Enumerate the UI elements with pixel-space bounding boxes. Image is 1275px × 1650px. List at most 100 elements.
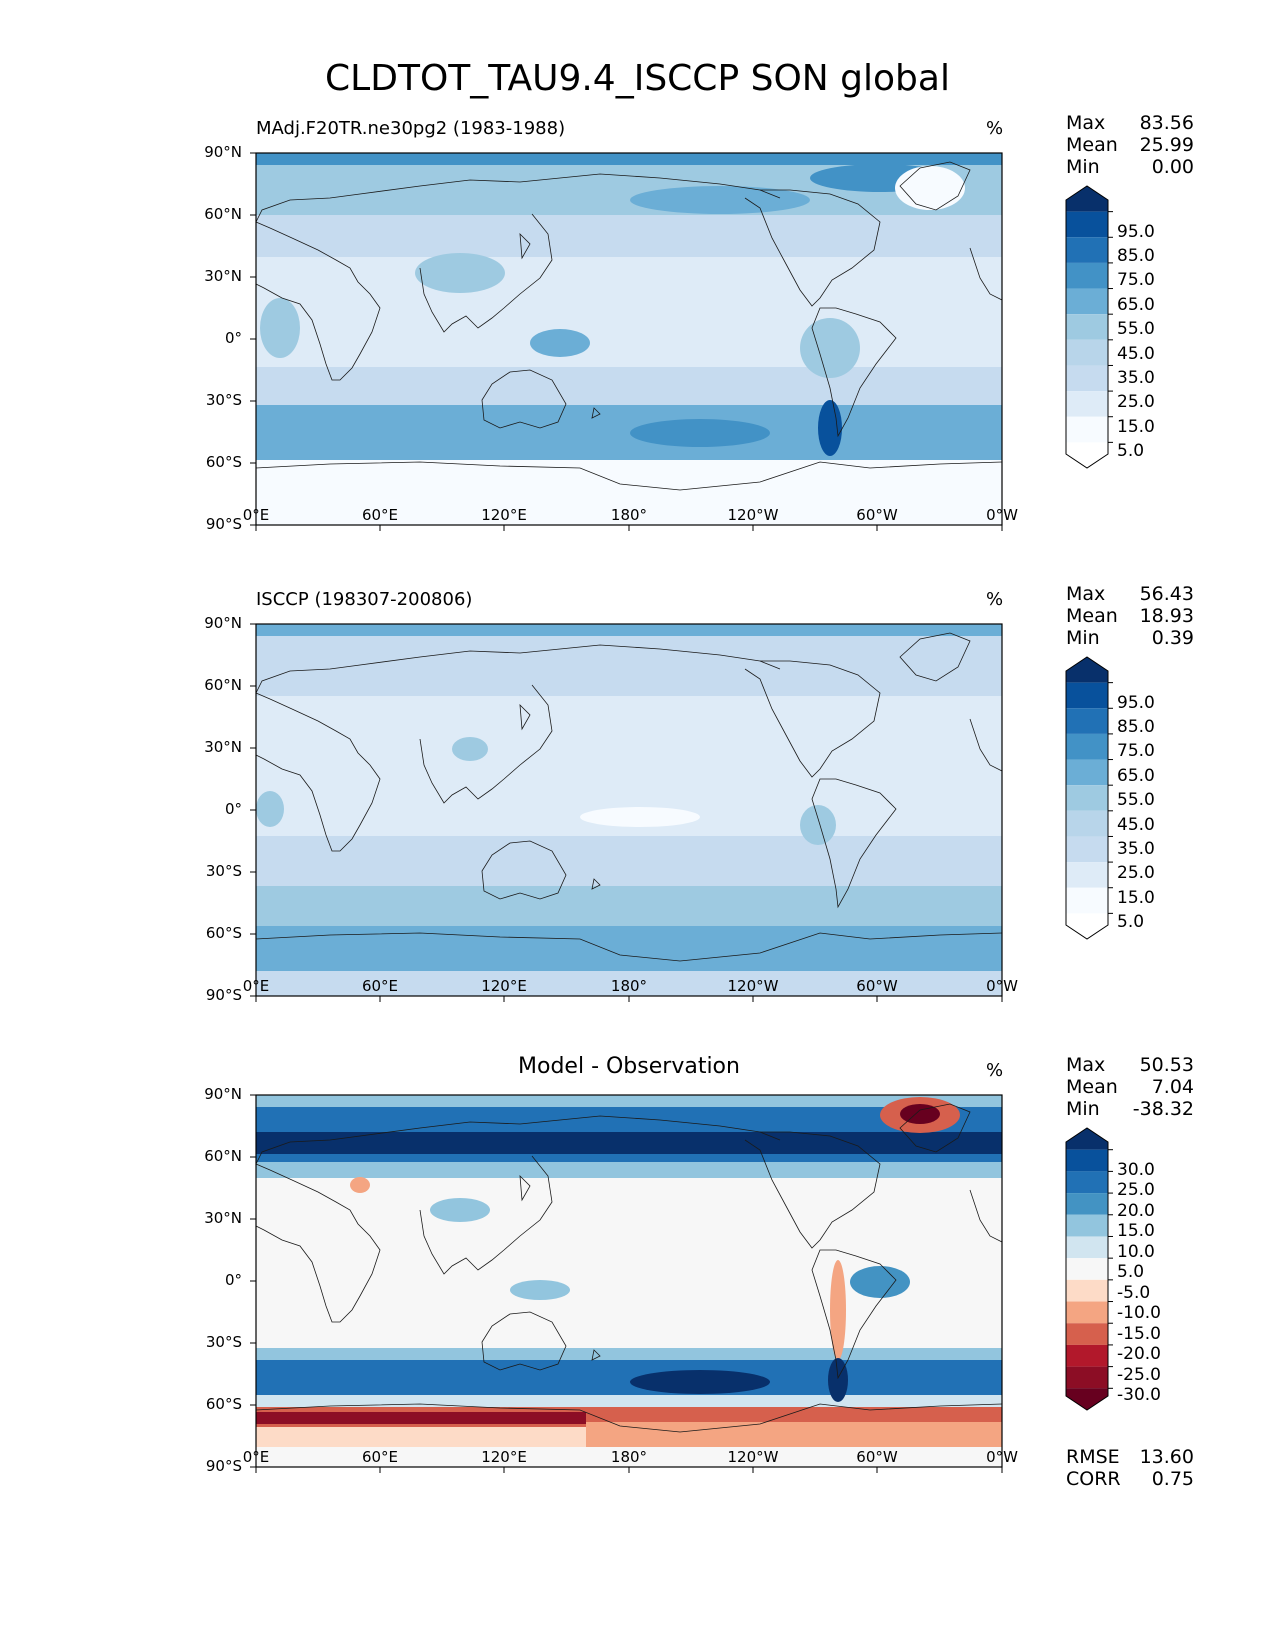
field-band [256,836,1002,886]
colorbar-label: 85.0 [1117,246,1155,266]
colorbar-segment [1066,186,1108,212]
colorbar-label: 45.0 [1117,815,1155,835]
lat-label: 60°S [205,924,242,942]
colorbar-label: -10.0 [1117,1303,1161,1323]
field-band [256,636,1002,696]
panel-observation: ISCCP (198307-200806) % [0,583,1275,1049]
map-plot [250,152,1113,531]
colorbar-segment [1066,1388,1108,1410]
lon-label: 0°E [242,506,270,524]
lon-label: 180° [610,1448,648,1466]
tick-marks [250,623,1003,1002]
stat-value: 7.04 [1151,1076,1194,1098]
lon-label: 60°E [361,977,399,995]
colorbar-segment [1066,836,1108,863]
stat-value: 18.93 [1139,605,1194,627]
stat-label: Mean [1066,134,1118,156]
stat-label: Min [1066,1098,1100,1120]
field-band [256,1360,1002,1395]
colorbar-segment [1066,1149,1108,1172]
lon-label: 120°E [481,977,527,995]
field-patch [630,419,770,447]
field-band [256,460,1002,525]
map-plot [250,623,1113,1002]
colorbar-segment [1066,1236,1108,1259]
colorbar [1065,185,1113,469]
colorbar [1065,656,1113,940]
lon-label: 120°E [481,506,527,524]
colorbar-segment [1066,365,1108,392]
colorbar-label: 15.0 [1117,888,1155,908]
colorbar-label: 35.0 [1117,839,1155,859]
field-band [256,1447,1002,1467]
lat-label: 90°S [205,515,242,533]
colorbar-segment [1066,1279,1108,1302]
stat-value: -38.32 [1132,1098,1194,1120]
stat-label: Mean [1066,1076,1118,1098]
coastlines [255,161,1003,491]
colorbar-segment [1066,1258,1108,1280]
colorbar-segment [1066,1193,1108,1215]
colorbar-segment [1066,1323,1108,1345]
colorbar-label: 25.0 [1117,392,1155,412]
lon-label: 120°W [727,977,779,995]
lat-label: 30°S [205,862,242,880]
panel-title: MAdj.F20TR.ne30pg2 (1983-1988) [256,118,566,139]
colorbar-segment [1066,913,1108,939]
colorbar-label: 75.0 [1117,270,1155,290]
colorbar-segment [1066,1344,1108,1367]
colorbar-segment [1066,862,1108,888]
coastlines [255,1103,1003,1433]
panel-model: MAdj.F20TR.ne30pg2 (1983-1988) % [0,112,1275,578]
lon-label: 60°W [856,1448,898,1466]
lon-label: 60°E [361,1448,399,1466]
lon-label: 60°W [856,977,898,995]
lon-label: 180° [610,977,648,995]
panel-title: Model - Observation [518,1054,740,1079]
colorbar-label: 15.0 [1117,1221,1155,1241]
lat-label: 90°S [205,1457,242,1475]
field-band [256,215,1002,257]
field-patch [430,1198,490,1222]
stat-value: 56.43 [1139,583,1194,605]
panel-difference: Model - Observation % [0,1054,1275,1520]
field-band [256,1132,1002,1154]
lat-label: 0° [224,800,242,818]
tick-marks [250,152,1003,531]
colorbar-segment [1066,733,1108,760]
lat-label: 60°N [204,676,242,694]
colorbar-segment [1066,262,1108,289]
tick-marks [250,1094,1003,1473]
colorbar-outline [1065,1127,1109,1411]
colorbar-outline [1065,656,1109,940]
colorbar [1065,1127,1113,1411]
panel-title: ISCCP (198307-200806) [256,589,473,610]
lon-label: 0°W [986,506,1018,524]
field-patch [530,329,590,357]
stat-label: Min [1066,627,1100,649]
field-band [256,257,1002,367]
colorbar-label: 75.0 [1117,741,1155,761]
field-patch [800,318,860,378]
field-patch [630,186,810,214]
andes-negative [830,1260,846,1360]
stat-value: 83.56 [1139,112,1194,134]
lat-label: 0° [224,1271,242,1289]
field-band [256,926,1002,971]
colorbar-label: 30.0 [1117,1160,1155,1180]
colorbar-segment [1066,682,1108,709]
colorbar-segment [1066,211,1108,238]
colorbar-segment [1066,759,1108,786]
lat-label: 30°S [205,1333,242,1351]
colorbar-label: 25.0 [1117,1180,1155,1200]
colorbar-label: 85.0 [1117,717,1155,737]
colorbar-label: 65.0 [1117,295,1155,315]
stat-label: RMSE [1066,1446,1120,1468]
lon-label: 0°W [986,977,1018,995]
coastlines [255,632,1003,962]
field-patch [818,400,842,456]
stat-label: Max [1066,112,1106,134]
colorbar-segment [1066,442,1108,468]
stat-label: Max [1066,583,1106,605]
colorbar-segment [1066,810,1108,837]
